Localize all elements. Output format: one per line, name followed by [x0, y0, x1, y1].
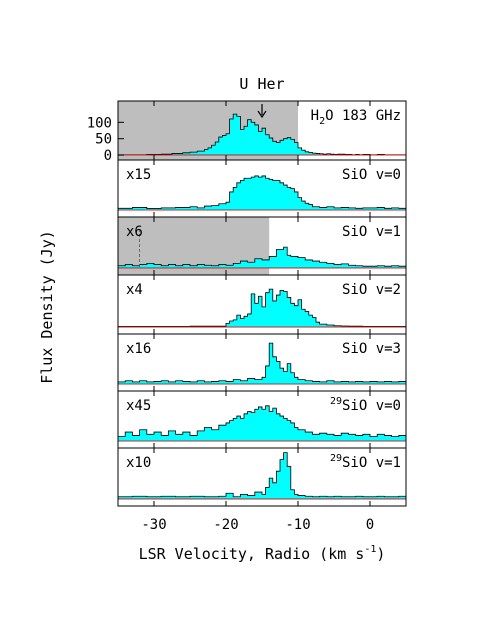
line-label-text: SiO v=0	[342, 167, 401, 183]
spectrum-series	[117, 288, 407, 328]
panel-4: x4 SiO v=2	[117, 274, 407, 335]
isotope-superscript: 29	[330, 396, 342, 407]
x-axis-label-tail: )	[376, 545, 385, 563]
isotope-superscript: 29	[330, 453, 342, 464]
arrow-head	[257, 110, 267, 119]
spectrum-series	[117, 113, 407, 156]
panel-2: x15 SiO v=0	[117, 159, 407, 218]
line-label-text: O 183 GHz	[325, 108, 401, 124]
x-tick-label: 0	[366, 517, 374, 533]
line-label: H2O 183 GHz	[311, 108, 401, 127]
line-label: SiO v=3	[342, 341, 401, 357]
line-label: 29SiO v=1	[330, 453, 401, 471]
line-label: 29SiO v=0	[330, 396, 401, 414]
panel-6: x45 29SiO v=0	[117, 390, 407, 449]
x-axis-label: LSR Velocity, Radio (km s-1)	[139, 544, 386, 563]
y-tick-label: 50	[95, 132, 112, 148]
x-tick-label: -10	[285, 517, 310, 533]
y-tick-label: 0	[104, 148, 112, 164]
panel-frame	[117, 447, 407, 507]
line-label: SiO v=0	[342, 167, 401, 183]
scale-factor-label: x10	[126, 455, 151, 471]
y-axis-label: Flux Density (Jy)	[38, 230, 56, 384]
line-label: SiO v=2	[342, 282, 401, 298]
x-axis: -30 -20 -10 0	[141, 517, 374, 533]
scale-factor-label: x15	[126, 167, 151, 183]
line-label-text: SiO v=0	[342, 398, 401, 414]
x-tick-label: -30	[141, 517, 166, 533]
chart-title: U Her	[239, 75, 284, 93]
line-label-text: SiO v=2	[342, 282, 401, 298]
spectrum-series	[117, 246, 407, 269]
line-label-text: SiO v=3	[342, 341, 401, 357]
x-axis-label-main: LSR Velocity, Radio (km s	[139, 545, 365, 563]
spectrum-series	[117, 342, 407, 385]
line-label-text: SiO v=1	[342, 455, 401, 471]
spectrum-series	[117, 405, 407, 442]
line-label-text: SiO v=1	[342, 224, 401, 240]
line-label-subscript: 2	[319, 116, 325, 127]
spectrum-series	[117, 452, 407, 500]
panel-5: x16 SiO v=3	[117, 333, 407, 392]
x-tick-label: -20	[213, 517, 238, 533]
y-tick-label: 100	[87, 115, 112, 131]
spectrum-series	[117, 175, 407, 211]
line-label-text: H	[311, 108, 319, 124]
scale-factor-label: x4	[126, 282, 143, 298]
line-label: SiO v=1	[342, 224, 401, 240]
panel-3: x6 SiO v=1	[117, 216, 407, 276]
scale-factor-label: x16	[126, 341, 151, 357]
scale-factor-label: x6	[126, 224, 143, 240]
panel-7: x10 29SiO v=1	[117, 447, 407, 507]
x-axis-label-sup: -1	[364, 544, 376, 555]
scale-factor-label: x45	[126, 398, 151, 414]
